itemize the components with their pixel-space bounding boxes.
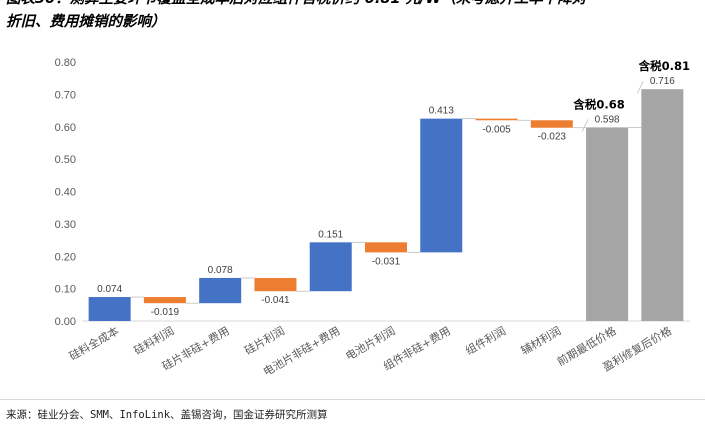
leader-line [637, 81, 644, 94]
data-label: 0.598 [595, 114, 620, 125]
y-tick-label: 0.30 [55, 219, 76, 231]
data-label: -0.005 [482, 124, 511, 135]
y-tick-label: 0.50 [55, 154, 76, 166]
bar-negative [530, 120, 573, 128]
tax-inclusive-annotation: 含税0.81 [638, 59, 690, 73]
x-tick-label: 硅料全成本 [67, 323, 122, 363]
y-tick-label: 0.40 [55, 187, 76, 199]
footer-divider [0, 399, 705, 400]
bar-positive [309, 242, 352, 292]
y-tick-label: 0.80 [55, 57, 76, 69]
waterfall-chart: 0.00 0.10 0.20 0.30 0.40 0.50 0.60 0.70 0.80 0.07… [55, 57, 690, 379]
chart-title-line-1: 图表30：测算主要环节覆盖全成本后对应组件含税价约 0.81 元/W（未考虑开工… [6, 0, 705, 10]
x-tick-label: 组件利润 [463, 323, 508, 357]
x-tick-label: 硅片利润 [242, 323, 287, 357]
bar-total [586, 127, 629, 322]
y-tick-label: 0.60 [55, 122, 76, 134]
x-tick-label: 硅料利润 [131, 323, 176, 357]
data-label: -0.023 [538, 132, 567, 143]
chart-title-line-2: 折旧、费用摊销的影响） [6, 14, 166, 30]
data-label: 0.151 [318, 229, 343, 240]
bar-positive [420, 118, 463, 253]
y-tick-label: 0.00 [55, 316, 76, 328]
bar-total [641, 89, 684, 321]
leader-line [581, 119, 589, 132]
source-note: 来源：硅业分会、SMM、InfoLink、盖锡咨询，国金证券研究所测算 [6, 409, 328, 421]
y-tick-label: 0.20 [55, 251, 76, 263]
data-label: -0.019 [151, 307, 180, 318]
x-tick-label: 辅材利润 [518, 323, 563, 357]
data-label: -0.041 [261, 295, 290, 306]
bar-negative [365, 242, 407, 253]
tax-inclusive-annotation: 含税0.68 [572, 97, 624, 111]
bar-negative [475, 118, 518, 121]
data-label: 0.078 [208, 265, 233, 276]
data-label: 0.413 [429, 106, 454, 117]
y-tick-label: 0.70 [55, 89, 76, 101]
bar-negative [254, 277, 297, 292]
y-tick-label: 0.10 [55, 284, 76, 296]
bar-negative [143, 297, 186, 304]
data-label: 0.074 [97, 284, 122, 295]
bar-positive [199, 277, 242, 304]
bar-positive [88, 297, 131, 321]
data-label: 0.716 [650, 76, 675, 87]
data-label: -0.031 [372, 256, 401, 267]
